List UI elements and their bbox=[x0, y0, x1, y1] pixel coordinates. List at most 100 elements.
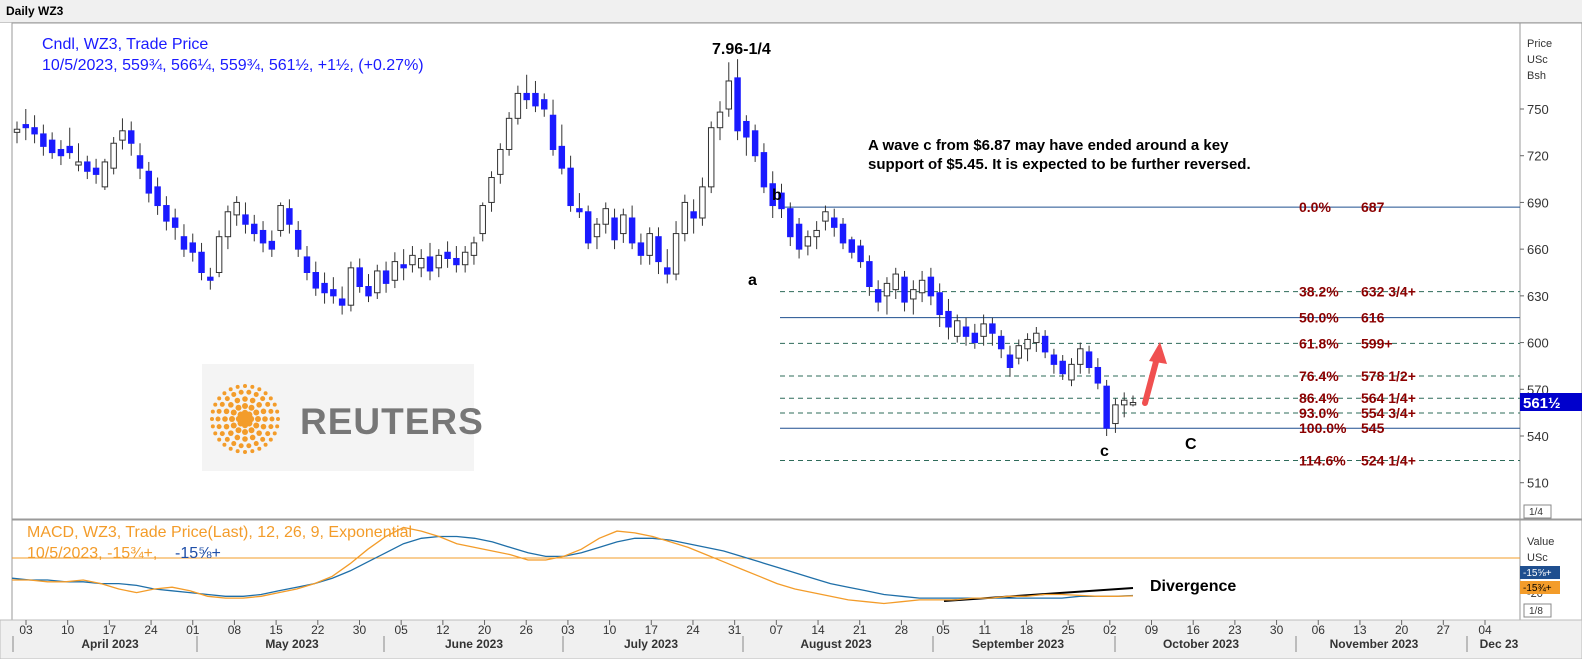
current-price-marker bbox=[1520, 393, 1582, 411]
candle-body-down bbox=[866, 261, 873, 288]
fib-price-0: 687 bbox=[1361, 199, 1385, 215]
candle bbox=[910, 280, 917, 315]
price-tick-690: 690 bbox=[1527, 195, 1549, 210]
month-label-2: June 2023 bbox=[445, 637, 503, 651]
candle bbox=[558, 124, 566, 175]
wave-a-label: a bbox=[748, 272, 757, 289]
candle-body-down bbox=[128, 130, 135, 144]
candle bbox=[391, 252, 399, 289]
price-axis[interactable] bbox=[1519, 22, 1582, 520]
candle bbox=[198, 242, 205, 281]
candle bbox=[1068, 358, 1075, 387]
logo-dot bbox=[228, 430, 234, 436]
candle-body-down bbox=[989, 323, 996, 334]
candle bbox=[839, 218, 847, 250]
logo-dot bbox=[257, 446, 262, 451]
price-legend-ohlc: 10/5/2023, 559¾, 566¼, 559¾, 561½, +1½, … bbox=[42, 57, 424, 74]
candle bbox=[848, 236, 856, 259]
logo-dot bbox=[268, 424, 274, 430]
candle-body-down bbox=[655, 236, 662, 263]
candle-body-down bbox=[778, 192, 785, 210]
candle-body-up bbox=[672, 233, 680, 275]
candle bbox=[681, 194, 689, 242]
logo-dot bbox=[235, 384, 240, 389]
candle bbox=[611, 208, 618, 250]
candle bbox=[136, 143, 144, 180]
logo-dot bbox=[250, 449, 255, 454]
logo-dot bbox=[235, 449, 240, 454]
logo-dot bbox=[242, 403, 248, 409]
candle bbox=[189, 233, 196, 262]
candle-body-down bbox=[242, 214, 249, 225]
candle-body-down bbox=[22, 124, 30, 129]
candle-body-down bbox=[40, 133, 47, 147]
macd-scale-box[interactable] bbox=[1523, 603, 1552, 618]
day-tick-23: 11 bbox=[979, 623, 992, 637]
price-tick-750: 750 bbox=[1527, 102, 1549, 117]
candle-body-up bbox=[374, 270, 381, 294]
divergence-label: Divergence bbox=[1150, 578, 1236, 595]
logo-dot bbox=[210, 409, 215, 414]
candle bbox=[734, 59, 741, 141]
macd-axis-title-2: USc bbox=[1527, 552, 1548, 564]
day-tick-29: 23 bbox=[1228, 623, 1242, 637]
candle bbox=[374, 264, 381, 299]
candle bbox=[576, 193, 583, 218]
day-tick-33: 20 bbox=[1395, 623, 1409, 637]
logo-dot bbox=[260, 408, 267, 415]
fibonacci-levels: 0.0% 687 38.2% 632 3/4+ 50.0% 616 61.8% 599+ 76.… bbox=[780, 199, 1520, 469]
day-tick-28: 16 bbox=[1187, 623, 1201, 637]
candle-body-up bbox=[101, 161, 109, 188]
candle-body-down bbox=[1103, 385, 1110, 429]
candle bbox=[31, 115, 38, 144]
candle bbox=[584, 205, 592, 250]
candle-body-down bbox=[1006, 354, 1014, 368]
fib-percent-7: 100.0% bbox=[1299, 420, 1347, 436]
candle bbox=[145, 161, 153, 203]
logo-dot bbox=[222, 416, 228, 422]
candle-body-down bbox=[611, 217, 618, 241]
price-tick-540: 540 bbox=[1527, 429, 1549, 444]
logo-dot bbox=[272, 431, 277, 436]
logo-dot bbox=[223, 408, 230, 415]
candle-body-down bbox=[541, 99, 548, 110]
candle bbox=[1006, 345, 1014, 377]
candle bbox=[795, 218, 803, 259]
fib-percent-1: 38.2% bbox=[1299, 284, 1339, 300]
logo-dot bbox=[260, 396, 266, 402]
candle bbox=[294, 221, 302, 257]
candle bbox=[207, 267, 214, 290]
candle-body-down bbox=[312, 272, 319, 289]
logo-dot bbox=[262, 416, 268, 422]
logo-dot bbox=[256, 430, 262, 436]
candle-body-down bbox=[400, 264, 407, 269]
candle-body-down bbox=[198, 251, 205, 273]
candle-body-down bbox=[207, 276, 214, 281]
day-tick-25: 25 bbox=[1061, 623, 1075, 637]
candle bbox=[664, 249, 671, 284]
candle bbox=[119, 118, 126, 150]
logo-text: REUTERS bbox=[300, 401, 484, 442]
candle-body-down bbox=[1050, 354, 1058, 365]
candle-body-down bbox=[1041, 335, 1049, 353]
candle bbox=[593, 218, 601, 250]
logo-dot bbox=[228, 446, 233, 451]
candle bbox=[602, 202, 609, 234]
price-axis-title-2: USc bbox=[1527, 54, 1548, 66]
candle-body-down bbox=[31, 127, 38, 135]
fib-percent-6: 93.0% bbox=[1299, 405, 1339, 421]
day-tick-10: 12 bbox=[436, 623, 450, 637]
price-scale-box[interactable] bbox=[1523, 504, 1552, 519]
time-axis[interactable] bbox=[0, 619, 1582, 659]
candle bbox=[655, 227, 662, 275]
candle-body-up bbox=[910, 289, 917, 300]
candle-body-down bbox=[356, 267, 363, 288]
candle bbox=[1103, 379, 1110, 436]
macd-orange-value-marker bbox=[1520, 581, 1560, 594]
candle-body-up bbox=[110, 142, 117, 169]
logo-dot bbox=[263, 442, 268, 447]
candle bbox=[1085, 345, 1093, 374]
candle-body-up bbox=[215, 236, 223, 273]
time-axis-labels: 03 10 17 24 01 08 15 22 30 05 12 20 26 03 10 17 24 31 07 14… bbox=[12, 620, 1519, 652]
